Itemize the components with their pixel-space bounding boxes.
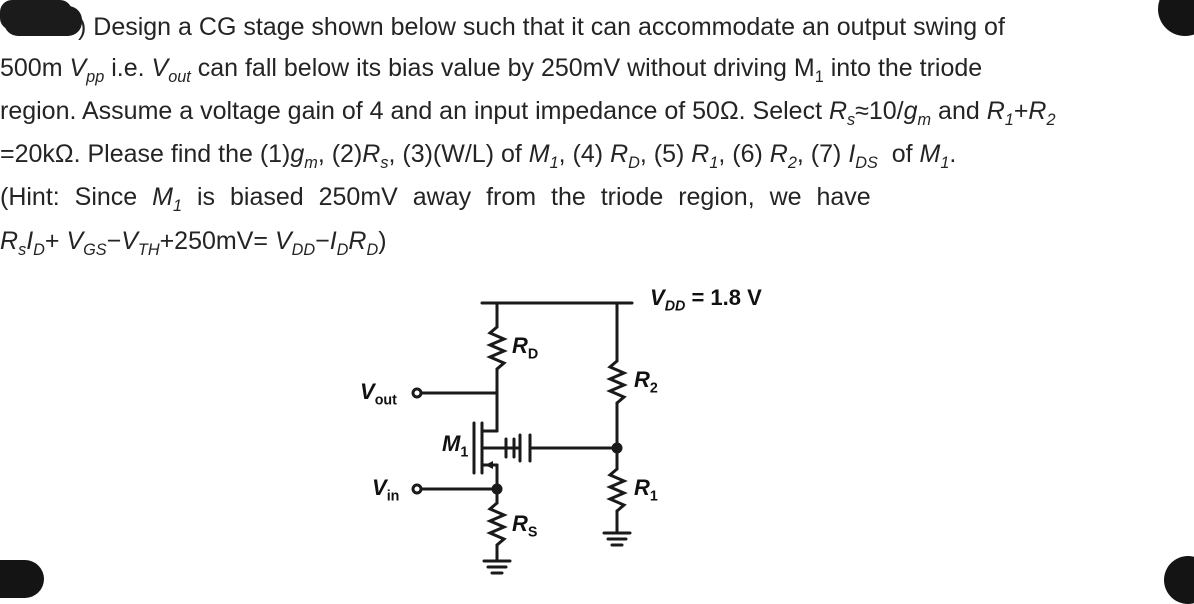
line-2: 500m Vpp i.e. Vout can fall below its bi… <box>0 49 1182 90</box>
redaction-blob-overlay <box>4 6 82 36</box>
line-1: ) Design a CG stage shown below such tha… <box>0 8 1182 47</box>
r1-label: R1 <box>634 475 658 504</box>
vdd-label: VDD = 1.8 V <box>650 285 762 314</box>
line-4: =20kΩ. Please find the (1)gm, (2)Rs, (3)… <box>0 135 1182 176</box>
rs-label: RS <box>512 511 537 540</box>
circuit-diagram: VDD = 1.8 V RD R2 R1 RS M1 Vout Vin <box>372 283 792 583</box>
hint-line-2: RsID+ VGS−VTH+250mV= VDD−IDRD) <box>0 222 1182 263</box>
vin-label: Vin <box>372 475 399 504</box>
problem-text: ) Design a CG stage shown below such tha… <box>0 8 1194 265</box>
vdd-value: 1.8 V <box>710 285 761 310</box>
r2-label: R2 <box>634 367 658 396</box>
line-3: region. Assume a voltage gain of 4 and a… <box>0 92 1182 133</box>
corner-decor-bottom-right <box>1164 556 1194 604</box>
m1-label: M1 <box>442 431 468 460</box>
circuit-svg <box>372 283 792 583</box>
vout-label: Vout <box>360 379 397 408</box>
corner-decor-bottom-left <box>0 560 44 598</box>
rd-label: RD <box>512 333 538 362</box>
hint-line-1: (Hint: Since M1 is biased 250mV away fro… <box>0 178 1182 219</box>
